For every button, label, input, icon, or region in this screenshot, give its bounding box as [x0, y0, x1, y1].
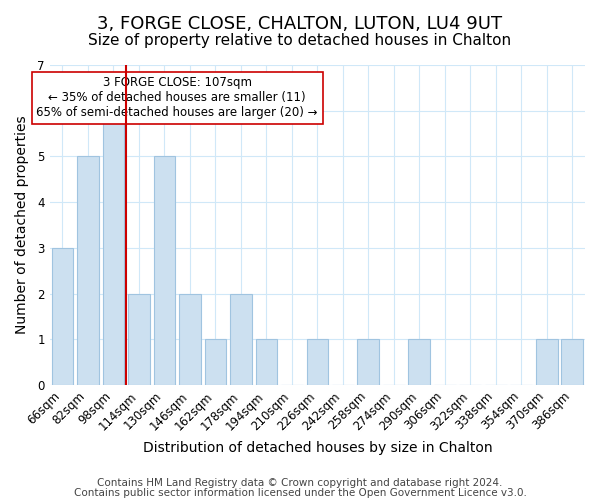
Text: 3, FORGE CLOSE, CHALTON, LUTON, LU4 9UT: 3, FORGE CLOSE, CHALTON, LUTON, LU4 9UT [97, 15, 503, 33]
Y-axis label: Number of detached properties: Number of detached properties [15, 116, 29, 334]
Bar [128, 294, 150, 385]
Bar [536, 339, 557, 385]
Bar [358, 339, 379, 385]
Bar [154, 156, 175, 385]
Bar [256, 339, 277, 385]
Text: Contains HM Land Registry data © Crown copyright and database right 2024.: Contains HM Land Registry data © Crown c… [97, 478, 503, 488]
Bar [77, 156, 99, 385]
Bar [205, 339, 226, 385]
Bar [409, 339, 430, 385]
Bar [103, 110, 124, 385]
Text: 3 FORGE CLOSE: 107sqm
← 35% of detached houses are smaller (11)
65% of semi-deta: 3 FORGE CLOSE: 107sqm ← 35% of detached … [37, 76, 318, 120]
Bar [307, 339, 328, 385]
X-axis label: Distribution of detached houses by size in Chalton: Distribution of detached houses by size … [143, 441, 492, 455]
Bar [52, 248, 73, 385]
Bar [230, 294, 252, 385]
Text: Size of property relative to detached houses in Chalton: Size of property relative to detached ho… [88, 32, 512, 48]
Bar [179, 294, 201, 385]
Text: Contains public sector information licensed under the Open Government Licence v3: Contains public sector information licen… [74, 488, 526, 498]
Bar [562, 339, 583, 385]
